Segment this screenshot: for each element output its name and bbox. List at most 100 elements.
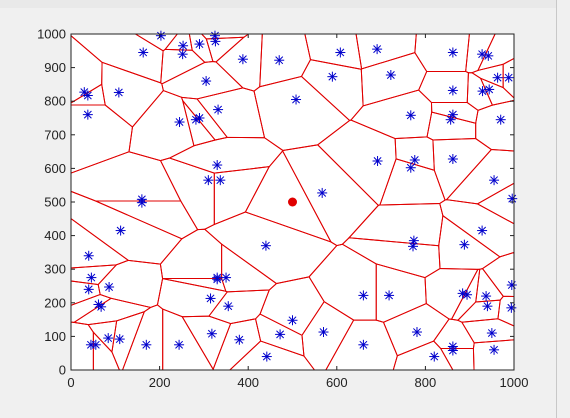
x-tick-label: 1000 (500, 375, 529, 390)
data-point (275, 329, 286, 340)
data-point (429, 351, 440, 362)
data-points (79, 30, 518, 362)
y-tick-label: 200 (44, 295, 66, 310)
data-point (260, 240, 271, 251)
y-tick-label: 400 (44, 228, 66, 243)
data-point (223, 301, 234, 312)
data-point (506, 279, 517, 290)
data-point (447, 85, 458, 96)
data-point (83, 250, 94, 261)
data-point (384, 290, 395, 301)
data-point (445, 114, 456, 125)
y-tick-label: 300 (44, 262, 66, 277)
window-border (556, 0, 557, 418)
y-tick-label: 0 (59, 363, 66, 378)
data-point (155, 30, 166, 41)
data-point (492, 72, 503, 83)
data-point (234, 334, 245, 345)
data-point (462, 289, 473, 300)
data-point (209, 30, 220, 41)
data-point (203, 175, 214, 186)
data-point (291, 94, 302, 105)
data-point (481, 291, 492, 302)
data-point (483, 50, 494, 61)
axis-ticks: 0 200 400 600 800 1000 0 100 200 300 400 500 600 700 8… (37, 27, 528, 391)
x-tick-label: 200 (149, 375, 171, 390)
data-point (221, 272, 232, 283)
data-point (115, 225, 126, 236)
data-point (90, 339, 101, 350)
data-point (82, 90, 93, 101)
data-point (212, 160, 223, 171)
data-point (194, 39, 205, 50)
data-point (136, 197, 147, 208)
x-tick-label: 600 (326, 375, 348, 390)
data-point (213, 104, 224, 115)
data-point (477, 49, 488, 60)
data-point (83, 284, 94, 295)
data-point (506, 302, 517, 313)
data-point (495, 114, 506, 125)
voronoi-cell (244, 150, 333, 243)
data-point (405, 110, 416, 121)
data-point (447, 47, 458, 58)
data-point (205, 293, 216, 304)
figure-toolbar-strip (0, 0, 556, 8)
data-point (409, 155, 420, 165)
data-point (489, 175, 500, 186)
data-point (96, 301, 107, 312)
data-point (486, 328, 497, 339)
data-point (82, 109, 93, 120)
data-point (318, 327, 329, 338)
y-tick-label: 600 (44, 161, 66, 176)
data-point (484, 84, 495, 95)
data-point (174, 339, 185, 350)
data-point (447, 153, 458, 164)
data-point (358, 339, 369, 350)
data-point (174, 117, 185, 128)
y-tick-label: 900 (44, 60, 66, 75)
data-point (327, 71, 338, 82)
data-point (215, 175, 226, 186)
data-point (287, 315, 298, 326)
highlight-point (288, 197, 297, 207)
data-point (212, 274, 223, 285)
y-tick-label: 700 (44, 127, 66, 142)
y-tick-label: 100 (44, 329, 66, 344)
data-point (405, 162, 416, 173)
data-point (141, 339, 152, 350)
data-point (206, 328, 217, 339)
data-point (138, 47, 149, 58)
data-point (261, 351, 272, 362)
voronoi-cell (439, 199, 515, 258)
data-point (178, 40, 189, 51)
data-point (335, 47, 346, 58)
data-point (489, 344, 500, 355)
data-point (447, 345, 458, 356)
data-point (385, 69, 396, 80)
data-point (503, 72, 514, 83)
data-point (477, 86, 488, 97)
data-point (372, 156, 383, 167)
data-point (317, 187, 328, 198)
y-tick-label: 500 (44, 195, 66, 210)
data-point (482, 301, 493, 312)
data-point (274, 55, 285, 66)
data-point (114, 334, 125, 345)
y-tick-label: 800 (44, 94, 66, 109)
data-point (372, 44, 383, 55)
data-point (86, 272, 97, 283)
x-tick-label: 400 (237, 375, 259, 390)
data-point (358, 290, 369, 301)
y-tick-label: 1000 (37, 27, 66, 42)
data-point (103, 333, 114, 344)
data-point (459, 239, 470, 250)
x-tick-label: 0 (67, 375, 74, 390)
data-point (407, 241, 418, 252)
voronoi-cell (433, 318, 475, 349)
data-point (104, 282, 115, 293)
data-point (177, 49, 188, 60)
data-point (194, 113, 205, 123)
data-point (201, 76, 212, 87)
